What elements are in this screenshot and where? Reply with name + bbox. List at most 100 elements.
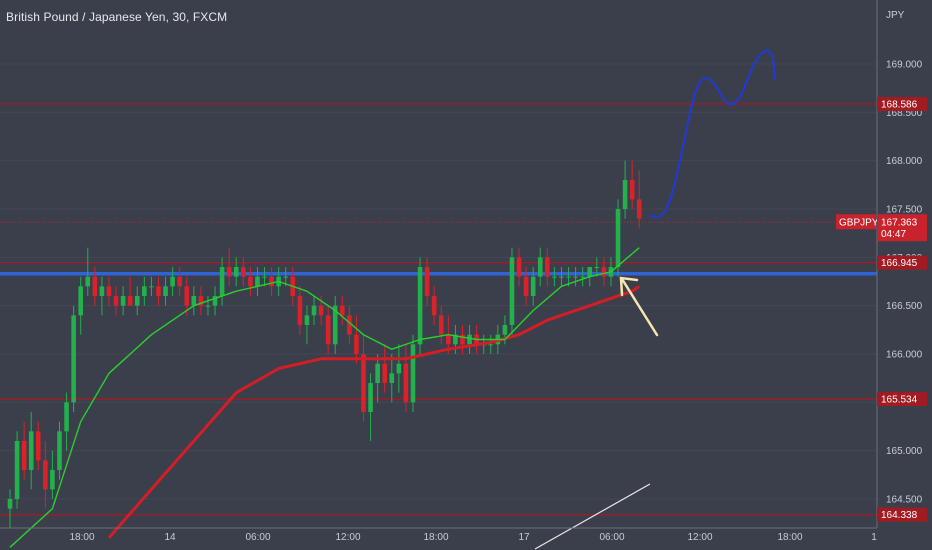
candle [198,286,204,316]
candle [325,305,331,354]
x-tick-label: 14 [164,532,176,543]
candle [127,276,133,306]
candle [120,286,126,316]
candle [629,160,635,209]
candle [622,160,628,219]
candles [7,160,642,528]
candle [509,247,515,335]
x-tick-label: 18:00 [777,532,802,543]
candle [212,286,218,316]
candle [177,267,182,296]
candle [35,421,41,470]
y-tick-label: 169.000 [886,60,923,71]
candle [14,431,20,509]
x-tick-labels: 18:00 14 06:00 12:00 18:00 17 06:00 12:00 18:00 1 [69,532,877,543]
candle [552,267,557,287]
currency-label: JPY [886,10,905,21]
arrow-annotation [619,276,659,337]
y-tick-label: 165.000 [886,446,923,457]
candle [28,412,34,490]
candle [184,276,190,316]
candle [566,267,571,287]
candle [516,247,522,287]
candle [332,296,338,354]
chart-title: British Pound / Japanese Yen, 30, FXCM [6,10,228,24]
candle [99,276,105,316]
candle [347,305,352,345]
price-tags: 168.586 166.945 165.534 164.338 GBPJPY 167.36… [836,97,927,522]
candle [545,247,550,287]
candle [396,344,402,393]
candle [354,315,359,364]
symbol-tag-label: GBPJPY [839,218,879,229]
level-tag-label: 168.586 [881,100,918,111]
candle [460,325,465,354]
candle [170,267,175,296]
level-tag [877,97,927,112]
candle [530,267,536,306]
candle [636,170,642,229]
candle [297,286,303,335]
candle [580,267,585,287]
candle [467,325,472,354]
candle [142,276,147,306]
x-tick-label: 06:00 [245,532,270,543]
candle [368,373,373,441]
candle [488,334,494,354]
candle [85,247,91,296]
x-tick-label: 18:00 [69,532,94,543]
candle [50,450,55,499]
candle [311,296,317,325]
candle [106,276,112,306]
candle [241,257,246,287]
trend-line-white [534,483,651,550]
candle [304,305,310,345]
candle [64,392,69,451]
x-tick-label: 12:00 [335,532,360,543]
y-tick-label: 168.500 [886,108,923,119]
price-axis[interactable]: JPY [876,0,932,550]
y-tick-label: 167.500 [886,205,923,216]
candle [389,354,395,403]
x-tick-label: 12:00 [687,532,712,543]
candle [226,247,232,287]
candle [71,305,76,412]
candle [248,267,253,296]
candle [283,267,289,287]
level-tag-label: 166.945 [881,258,918,269]
candle [559,267,564,287]
price-tag [877,214,927,242]
grid-lines [0,63,877,500]
candle [417,257,423,354]
candle [163,276,168,306]
candle [78,276,83,335]
candle [92,267,98,306]
candle [149,276,154,296]
candle [375,354,380,403]
x-tick-label: 06:00 [599,532,624,543]
candle [233,257,239,287]
candle [523,267,529,306]
candle [113,286,119,316]
y-tick-label: 168.000 [886,156,923,167]
candle [601,257,607,287]
price-tag-value: 167.363 [881,218,918,229]
candle [615,199,621,277]
candle [537,247,543,287]
candle [262,267,267,287]
candle [219,257,225,306]
candle [7,489,13,528]
y-tick-label: 166.000 [886,350,923,361]
candle [410,334,416,412]
y-tick-label: 164.500 [886,495,923,506]
level-tag [877,507,927,522]
candle [431,286,437,325]
candle [57,421,62,480]
x-tick-label: 18:00 [423,532,448,543]
y-tick-label: 166.500 [886,301,923,312]
candle [339,296,345,325]
candle [21,421,27,480]
candle [269,267,274,296]
projection-drawing [649,49,776,218]
